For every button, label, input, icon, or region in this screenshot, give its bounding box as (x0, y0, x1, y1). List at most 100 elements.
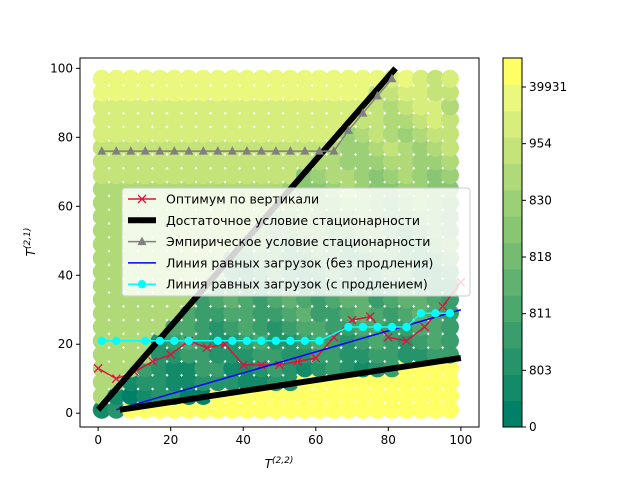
heatmap-dot (295, 69, 314, 88)
heatmap-dot (324, 111, 343, 130)
heatmap-dot (353, 373, 372, 392)
heatmap-dot (397, 111, 416, 130)
heatmap-dot (121, 69, 140, 88)
data-point (416, 308, 426, 318)
heatmap-dot (440, 138, 459, 157)
heatmap-dot (237, 83, 256, 102)
heatmap-dot (339, 69, 358, 88)
heatmap-dot (92, 373, 111, 392)
heatmap-dot (353, 124, 372, 143)
x-axis-label: T(2,2) (265, 456, 294, 471)
heatmap-dot (165, 124, 184, 143)
heatmap-dot (310, 317, 329, 336)
heatmap-dot (266, 345, 285, 364)
heatmap-dot (368, 111, 387, 130)
heatmap-dot (194, 69, 213, 88)
heatmap-dot (382, 138, 401, 157)
heatmap-dot (295, 317, 314, 336)
heatmap-dot (92, 207, 111, 226)
heatmap-dot (92, 276, 111, 295)
x-axis-label-sup: (2,2) (272, 456, 293, 466)
heatmap-dot (324, 400, 343, 419)
heatmap-dot (382, 152, 401, 171)
heatmap-dot (194, 317, 213, 336)
heatmap-dot (150, 373, 169, 392)
heatmap-dot (237, 373, 256, 392)
heatmap-dot (150, 166, 169, 185)
heatmap-dot (382, 83, 401, 102)
axes-frame (79, 57, 480, 428)
heatmap-dot (165, 69, 184, 88)
data-point (170, 336, 179, 345)
heatmap-dot (165, 400, 184, 419)
heatmap-dot (368, 331, 387, 350)
heatmap-dot (194, 166, 213, 185)
x-tick-label: 80 (381, 433, 396, 447)
heatmap-dot (150, 69, 169, 88)
heatmap-dot (107, 111, 126, 130)
colorbar-segment (503, 268, 522, 296)
heatmap-dot (223, 111, 242, 130)
data-point (140, 146, 150, 155)
heatmap-dot (382, 111, 401, 130)
heatmap-dot (368, 386, 387, 405)
heatmap-dot (179, 345, 198, 364)
heatmap-dot (310, 124, 329, 143)
heatmap-dot (324, 83, 343, 102)
data-point (293, 357, 303, 366)
heatmap-dot (208, 69, 227, 88)
data-point (344, 322, 353, 332)
heatmap-dot (411, 373, 430, 392)
heatmap-dot (324, 152, 343, 171)
heatmap-dot (310, 400, 329, 419)
heatmap-dot (368, 166, 387, 185)
heatmap-dot (368, 373, 387, 392)
heatmap-dot (136, 152, 155, 171)
heatmap-dot (281, 124, 300, 143)
legend-label: Достаточное условие стационарности (166, 213, 420, 228)
heatmap-dot (92, 221, 111, 240)
heatmap-dot (252, 345, 271, 364)
data-point (286, 336, 295, 345)
heatmap-dot (411, 386, 430, 405)
heatmap-dot (411, 111, 430, 130)
heatmap-dot (107, 166, 126, 185)
heatmap-dot (223, 83, 242, 102)
heatmap-dot (223, 400, 242, 419)
heatmap-dot (310, 69, 329, 88)
heatmap-dot (426, 83, 445, 102)
heatmap-dot (179, 166, 198, 185)
heatmap-dot (150, 111, 169, 130)
heatmap-dot (295, 97, 314, 116)
heatmap-dot (136, 317, 155, 336)
heatmap-dot (440, 386, 459, 405)
heatmap-dot (281, 111, 300, 130)
heatmap-dot (411, 138, 430, 157)
heatmap-dot (136, 83, 155, 102)
colorbar-segment (503, 400, 522, 428)
data-point (315, 336, 324, 345)
colorbar-tick-label: 818 (529, 250, 552, 264)
heatmap-dot (252, 400, 271, 419)
heatmap-dot (397, 152, 416, 171)
heatmap-dot (107, 262, 126, 281)
data-point (387, 322, 397, 332)
heatmap-dot (136, 69, 155, 88)
data-point (431, 308, 440, 318)
heatmap-dot (382, 124, 401, 143)
heatmap-dot (223, 317, 242, 336)
heatmap-dot (353, 166, 372, 185)
heatmap-dot (92, 235, 111, 254)
data-point (155, 146, 165, 155)
data-point (438, 301, 448, 311)
heatmap-dot (208, 124, 227, 143)
heatmap-dot (150, 83, 169, 102)
heatmap-dot (92, 166, 111, 185)
legend-label: Эмпирическое условие стационарности (166, 234, 430, 249)
legend-label: Оптимум по вертикали (166, 192, 319, 207)
heatmap-dot (208, 166, 227, 185)
data-point (358, 108, 368, 117)
heatmap-dot (281, 97, 300, 116)
heatmap-dot (165, 359, 184, 378)
